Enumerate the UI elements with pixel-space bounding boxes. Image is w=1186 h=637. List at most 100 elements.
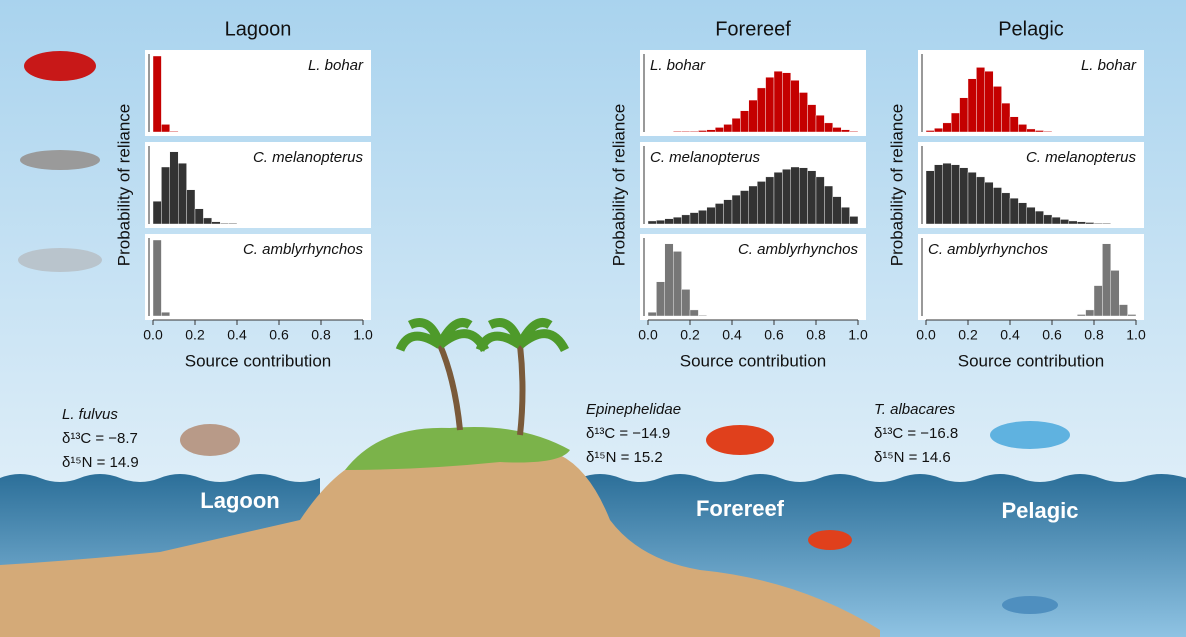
bar (951, 113, 959, 132)
y-axis-label: Probability of reliance (114, 104, 133, 267)
bar (791, 80, 799, 132)
bar (808, 171, 816, 224)
bar (824, 123, 832, 132)
bar (799, 168, 807, 224)
bar (153, 240, 161, 316)
bar (170, 131, 178, 132)
bar (943, 123, 951, 132)
zone-label: Lagoon (200, 488, 279, 513)
bar (161, 167, 169, 224)
x-tick-label: 0.2 (958, 327, 978, 343)
bar (732, 118, 740, 132)
bar (993, 86, 1001, 132)
bar (740, 111, 748, 132)
bar (707, 130, 715, 132)
delta-nitrogen: δ¹⁵N = 15.2 (586, 449, 663, 466)
bar (850, 216, 858, 224)
bar (1069, 221, 1077, 224)
fish-icon (990, 421, 1070, 449)
bar (774, 71, 782, 132)
bar (1010, 198, 1018, 224)
x-tick-label: 0.8 (311, 327, 331, 343)
zone-label: Forereef (696, 496, 785, 521)
bar (690, 131, 698, 132)
bar (816, 115, 824, 132)
bar (1018, 124, 1026, 132)
x-tick-label: 0.6 (269, 327, 289, 343)
bar (926, 171, 934, 224)
bar (203, 218, 211, 224)
panel-label: C. melanopterus (650, 149, 761, 166)
bar (690, 213, 698, 224)
bar (1052, 217, 1060, 224)
bar (187, 190, 195, 224)
bar (665, 244, 673, 316)
bar (1010, 117, 1018, 132)
x-tick-label: 0.6 (1042, 327, 1062, 343)
bar (749, 100, 757, 132)
bar (648, 221, 656, 224)
x-tick-label: 1.0 (848, 327, 868, 343)
bar (682, 289, 690, 316)
panel-label: C. melanopterus (1026, 149, 1137, 166)
panel-label: C. amblyrhynchos (738, 241, 859, 258)
palm-trunk (520, 345, 523, 435)
bar (220, 223, 228, 224)
bar (161, 312, 169, 316)
bar (968, 79, 976, 132)
bar (934, 128, 942, 132)
bar (934, 165, 942, 224)
bar (1086, 222, 1094, 224)
bar (732, 195, 740, 224)
delta-nitrogen: δ¹⁵N = 14.6 (874, 449, 951, 466)
bar (170, 152, 178, 224)
bar (960, 98, 968, 132)
x-tick-label: 0.2 (185, 327, 205, 343)
bar (766, 177, 774, 224)
fish-icon (1002, 596, 1058, 614)
panel-label: L. bohar (650, 57, 706, 74)
bar (1111, 270, 1119, 316)
species-name: Epinephelidae (586, 401, 681, 418)
bar (161, 124, 169, 132)
bar (153, 201, 161, 224)
bar (656, 282, 664, 316)
bar (195, 209, 203, 224)
x-tick-label: 1.0 (1126, 327, 1146, 343)
column-title: Lagoon (225, 18, 292, 40)
x-tick-label: 0.0 (638, 327, 658, 343)
bar (816, 177, 824, 224)
bar (1102, 223, 1110, 224)
delta-carbon: δ¹³C = −16.8 (874, 425, 958, 442)
bar (968, 172, 976, 224)
column-title: Pelagic (998, 18, 1064, 40)
panel-label: C. amblyrhynchos (928, 241, 1049, 258)
fish-icon (706, 425, 774, 455)
fish-icon (24, 51, 96, 81)
zone-label: Pelagic (1001, 498, 1078, 523)
bar (178, 163, 186, 224)
bar (808, 105, 816, 132)
column-title: Forereef (715, 18, 791, 40)
bar (1086, 310, 1094, 316)
bar (833, 127, 841, 132)
delta-nitrogen: δ¹⁵N = 14.9 (62, 454, 139, 471)
bar (1044, 215, 1052, 224)
bar (673, 131, 681, 132)
bar (976, 177, 984, 224)
figure: Lagoon Probability of reliance L. bohar C. … (0, 0, 1186, 637)
bar (1027, 207, 1035, 224)
bar (656, 220, 664, 224)
shark-icon (18, 248, 102, 272)
bar (757, 88, 765, 132)
bar (774, 172, 782, 224)
bar (1102, 244, 1110, 316)
panel-label: C. melanopterus (253, 149, 364, 166)
delta-carbon: δ¹³C = −14.9 (586, 425, 670, 442)
fish-icon (180, 424, 240, 456)
y-axis-label: Probability of reliance (887, 104, 906, 267)
panel-label: L. bohar (1081, 57, 1137, 74)
bar (782, 73, 790, 132)
x-tick-label: 0.8 (806, 327, 826, 343)
bar (698, 315, 706, 316)
